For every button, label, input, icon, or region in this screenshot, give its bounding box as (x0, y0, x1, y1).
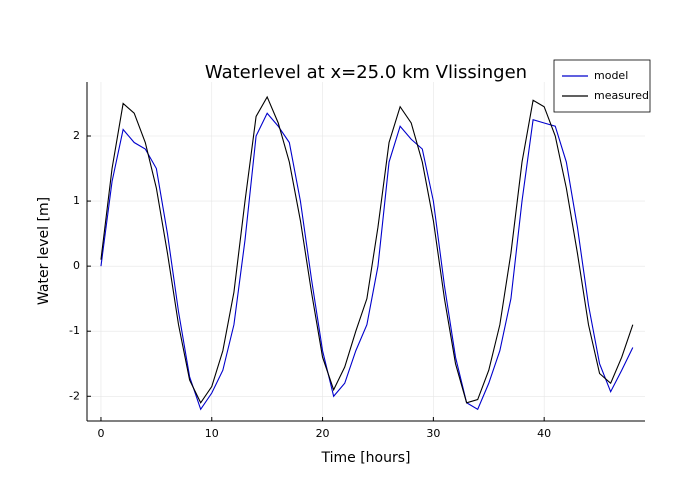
x-tick-label: 40 (537, 427, 551, 440)
y-tick-label: -2 (69, 389, 80, 402)
legend-label: model (594, 69, 628, 82)
x-tick-label: 10 (205, 427, 219, 440)
x-tick-label: 20 (316, 427, 330, 440)
legend-box (553, 59, 651, 113)
y-tick-label: 2 (73, 129, 80, 142)
x-tick-label: 0 (97, 427, 104, 440)
chart-title: Waterlevel at x=25.0 km Vlissingen (205, 62, 527, 83)
x-tick-label: 30 (426, 427, 440, 440)
series-line (100, 95, 634, 404)
x-axis-label: Time [hours] (321, 450, 411, 466)
y-axis-label: Water level [m] (36, 197, 52, 305)
y-tick-label: 0 (73, 259, 80, 272)
y-tick-label: -1 (69, 324, 80, 337)
series-line (100, 112, 634, 411)
y-tick-label: 1 (73, 194, 80, 207)
legend-label: measured (594, 89, 649, 102)
